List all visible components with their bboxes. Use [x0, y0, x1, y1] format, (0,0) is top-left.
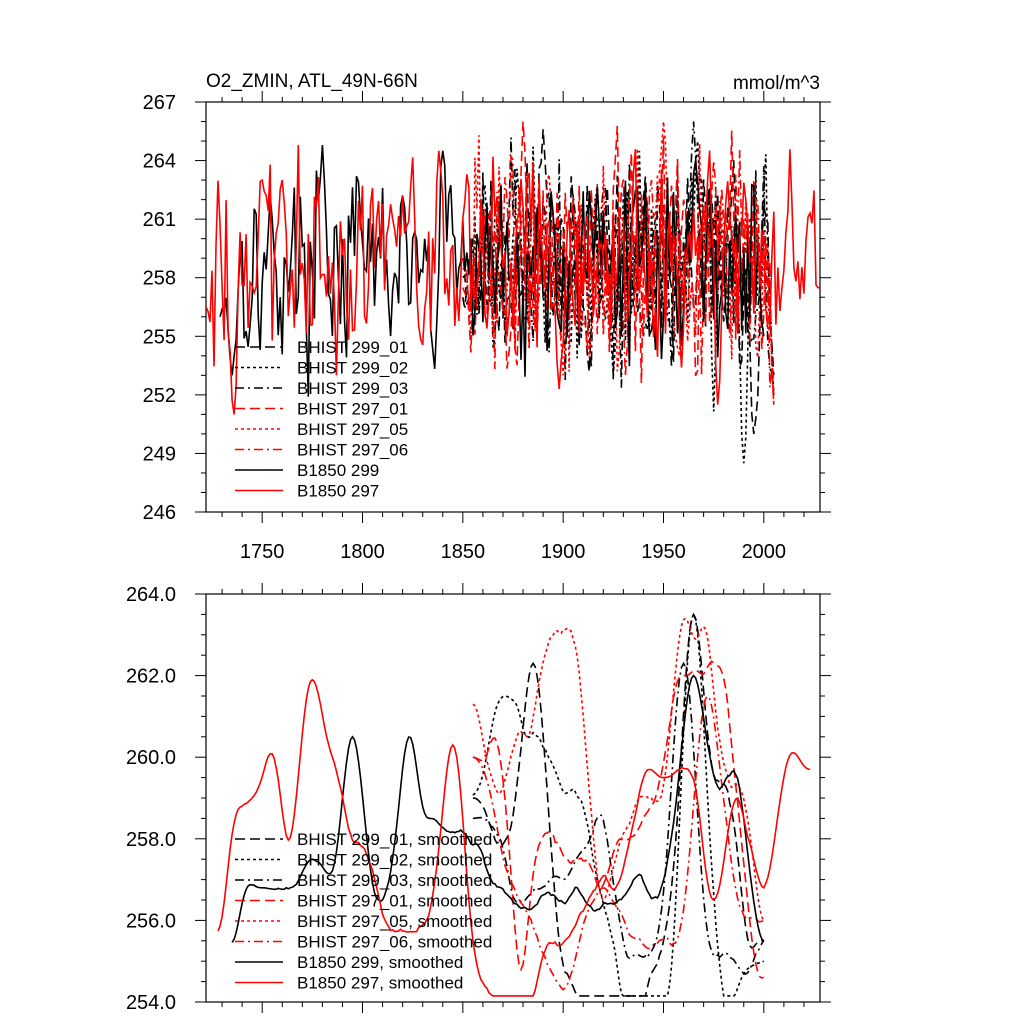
x-tick-label: 1900: [541, 541, 586, 563]
top-series-line-5: [462, 150, 775, 405]
y-tick-label: 255: [143, 326, 176, 348]
bottom-chart-legend: BHIST 299_01, smoothed BHIST 299_02, smoo…: [235, 830, 492, 993]
x-tick-label: 2000: [742, 541, 787, 563]
y-tick-label: 258.0: [126, 829, 176, 851]
legend-label: B1850 299, smoothed: [297, 953, 463, 972]
legend-label: BHIST 299_01, smoothed: [297, 830, 492, 849]
y-tick-label: 258: [143, 268, 176, 290]
x-tick-label: 1750: [240, 541, 285, 563]
y-tick-label: 261: [143, 209, 176, 231]
bottom-series-line-5: [472, 694, 765, 991]
top-chart-series: [206, 121, 820, 464]
y-tick-label: 264.0: [126, 584, 176, 606]
top-chart-axes: 1750 1800 1850 1900 1950 2000 246 249 252 255 258 2…: [143, 91, 831, 563]
top-series-line-7: [206, 144, 820, 415]
top-series-line-4: [462, 121, 775, 395]
legend-label: BHIST 297_05, smoothed: [297, 912, 492, 931]
legend-label: B1850 299: [297, 461, 379, 480]
y-tick-label: 264: [143, 151, 176, 173]
legend-label: B1850 297: [297, 482, 379, 501]
legend-label: B1850 297, smoothed: [297, 974, 463, 993]
legend-label: BHIST 299_03: [297, 379, 408, 398]
x-tick-label: 1800: [340, 541, 385, 563]
bottom-series-line-6: [231, 674, 765, 943]
top-chart-units: mmol/m^3: [733, 73, 820, 94]
bottom-series-line-4: [472, 617, 765, 921]
legend-label: BHIST 299_03, smoothed: [297, 871, 492, 890]
legend-label: BHIST 299_02, smoothed: [297, 851, 492, 870]
legend-label: BHIST 297_06, smoothed: [297, 933, 492, 952]
x-tick-label: 1950: [641, 541, 686, 563]
y-tick-label: 260.0: [126, 747, 176, 769]
y-tick-label: 254.0: [126, 992, 176, 1014]
bottom-series-line-3: [472, 660, 764, 979]
bottom-series-line-7: [217, 678, 811, 997]
y-tick-label: 246: [143, 502, 176, 524]
legend-label: BHIST 297_01, smoothed: [297, 892, 492, 911]
bottom-chart-axes: 254.0 256.0 258.0 260.0 262.0 264.0: [126, 583, 831, 1014]
legend-label: BHIST 299_02: [297, 359, 408, 378]
legend-label: BHIST 297_05: [297, 420, 408, 439]
x-tick-label: 1850: [441, 541, 486, 563]
y-tick-label: 252: [143, 385, 176, 407]
legend-label: BHIST 297_06: [297, 441, 408, 460]
y-tick-label: 249: [143, 443, 176, 465]
legend-label: BHIST 297_01: [297, 400, 408, 419]
bottom-chart-series: [217, 612, 811, 997]
y-tick-label: 256.0: [126, 910, 176, 932]
legend-label: BHIST 299_01: [297, 338, 408, 357]
top-chart-title: O2_ZMIN, ATL_49N-66N: [206, 71, 418, 92]
y-tick-label: 267: [143, 92, 176, 114]
y-tick-label: 262.0: [126, 666, 176, 688]
bottom-series-line-1: [472, 612, 765, 997]
